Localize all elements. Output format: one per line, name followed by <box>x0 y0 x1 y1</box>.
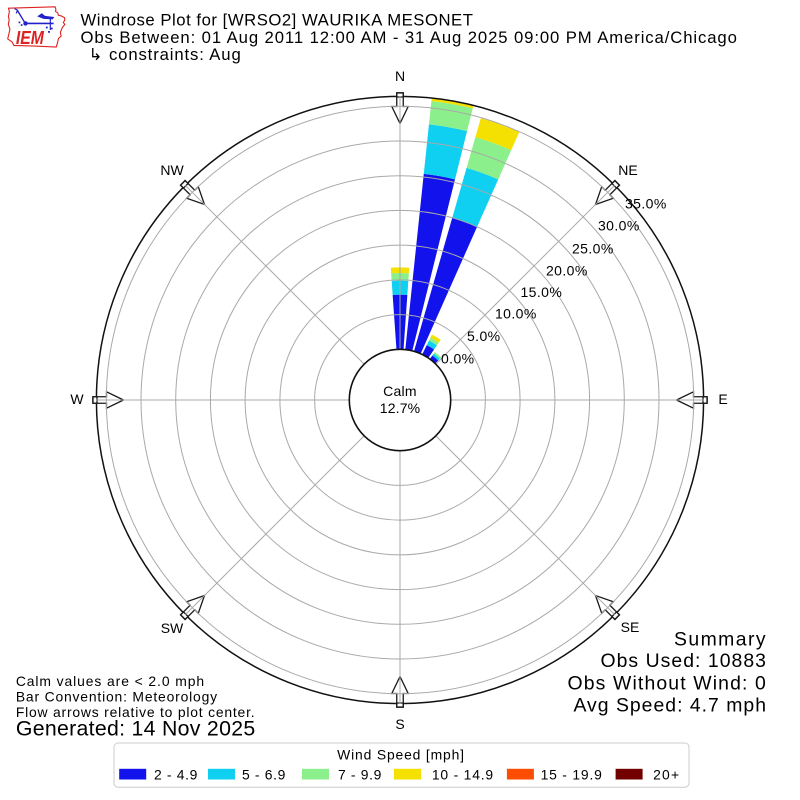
svg-text:Windrose Plot for [WRSO2] WAUR: Windrose Plot for [WRSO2] WAURIKA MESONE… <box>81 11 474 30</box>
svg-text:SW: SW <box>161 620 184 636</box>
svg-text:Obs Between: 01 Aug 2011 12:00: Obs Between: 01 Aug 2011 12:00 AM - 31 A… <box>81 28 738 47</box>
svg-text:E: E <box>718 391 727 407</box>
svg-text:Calm values are < 2.0 mph: Calm values are < 2.0 mph <box>16 673 205 689</box>
svg-text:Wind Speed [mph]: Wind Speed [mph] <box>337 746 465 762</box>
svg-text:NW: NW <box>160 162 184 178</box>
svg-text:15 - 19.9: 15 - 19.9 <box>541 766 603 782</box>
svg-text:Obs Without Wind: 0: Obs Without Wind: 0 <box>568 672 767 694</box>
svg-text:SE: SE <box>621 619 640 635</box>
svg-text:5.0%: 5.0% <box>467 328 501 344</box>
svg-text:Flow arrows relative to plot c: Flow arrows relative to plot center. <box>16 704 256 720</box>
svg-text:20.0%: 20.0% <box>546 262 588 278</box>
svg-text:Avg Speed: 4.7 mph: Avg Speed: 4.7 mph <box>573 695 767 717</box>
svg-text:25.0%: 25.0% <box>572 240 614 256</box>
svg-text:30.0%: 30.0% <box>598 218 640 234</box>
svg-text:N: N <box>395 68 405 84</box>
svg-text:Obs Used: 10883: Obs Used: 10883 <box>600 650 767 672</box>
svg-text:5 - 6.9: 5 - 6.9 <box>242 766 286 782</box>
svg-text:Summary: Summary <box>674 629 767 651</box>
svg-text:20+: 20+ <box>653 766 680 782</box>
svg-text:2 - 4.9: 2 - 4.9 <box>154 766 198 782</box>
svg-text:Calm: Calm <box>383 383 417 399</box>
svg-text:7 - 9.9: 7 - 9.9 <box>338 766 382 782</box>
svg-text:10 - 14.9: 10 - 14.9 <box>432 766 494 782</box>
svg-text:IEM: IEM <box>16 28 45 48</box>
svg-text:35.0%: 35.0% <box>625 196 667 212</box>
svg-text:S: S <box>395 716 404 732</box>
svg-text:Bar Convention: Meteorology: Bar Convention: Meteorology <box>16 689 218 705</box>
svg-text:0.0%: 0.0% <box>441 351 475 367</box>
svg-text:12.7%: 12.7% <box>380 400 421 416</box>
svg-text:NE: NE <box>618 162 637 178</box>
svg-text:10.0%: 10.0% <box>495 306 537 322</box>
svg-text:W: W <box>70 391 84 407</box>
svg-text:Generated: 14 Nov 2025: Generated: 14 Nov 2025 <box>16 717 256 741</box>
svg-text:15.0%: 15.0% <box>521 284 563 300</box>
svg-text:↳ constraints: Aug: ↳ constraints: Aug <box>89 45 242 64</box>
